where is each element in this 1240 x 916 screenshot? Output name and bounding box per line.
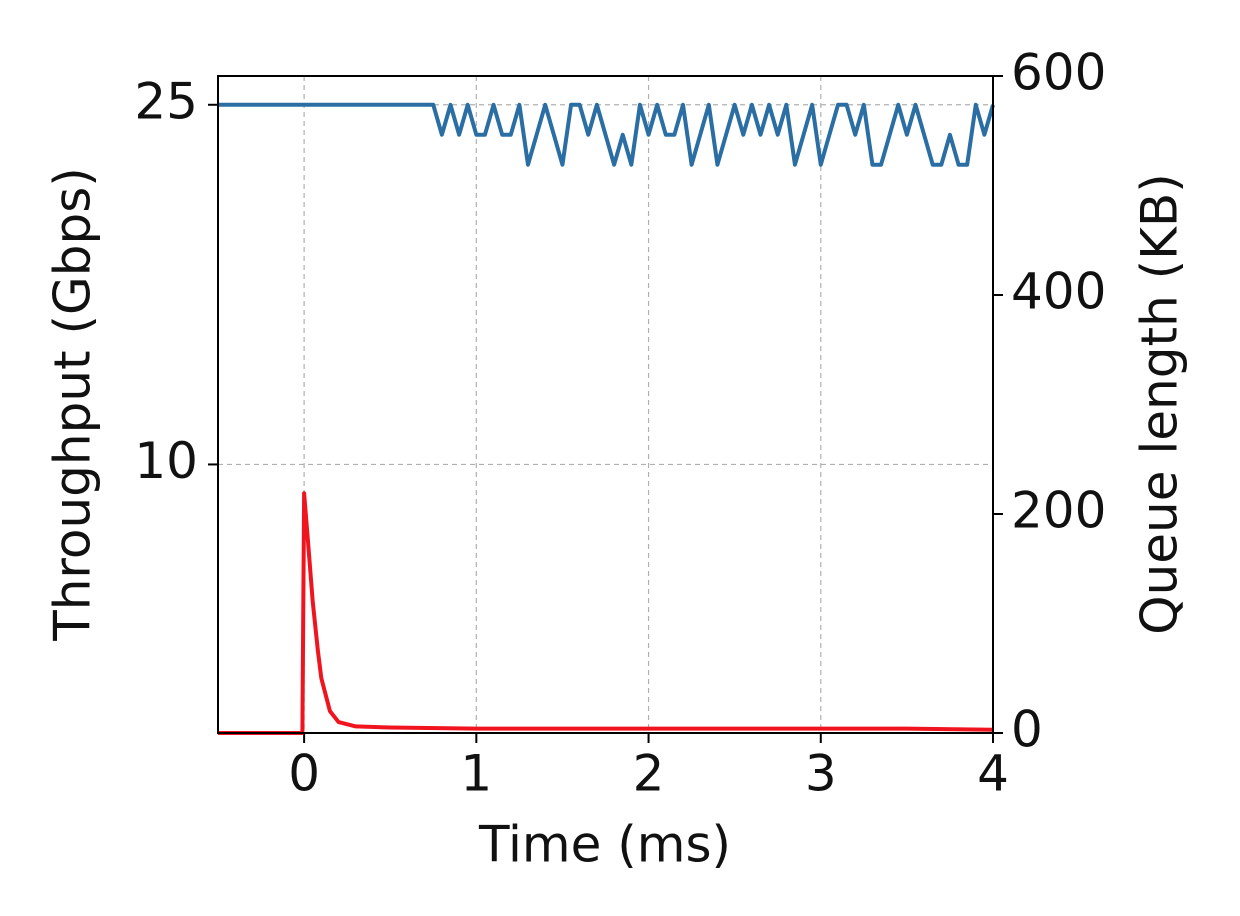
y-tick-label: 25 xyxy=(134,72,198,130)
y2-axis-label: Queue length (KB) xyxy=(1131,173,1189,635)
x-tick-label: 3 xyxy=(805,745,837,803)
y2-tick-label: 200 xyxy=(1011,482,1106,540)
series-line xyxy=(218,102,995,167)
x-tick-label: 1 xyxy=(460,745,492,803)
y-tick-label: 10 xyxy=(134,432,198,490)
plot-frame xyxy=(217,75,994,734)
x-axis-label: Time (ms) xyxy=(478,816,731,874)
x-tick-label: 0 xyxy=(288,745,320,803)
y2-tick-label: 400 xyxy=(1011,263,1106,321)
y2-tick-label: 0 xyxy=(1011,701,1043,759)
x-tick-label: 4 xyxy=(977,745,1009,803)
series-line xyxy=(218,491,994,735)
x-tick-label: 2 xyxy=(633,745,665,803)
y2-tick-label: 600 xyxy=(1011,44,1106,102)
y-axis-label: Throughput (Gbps) xyxy=(44,167,102,642)
